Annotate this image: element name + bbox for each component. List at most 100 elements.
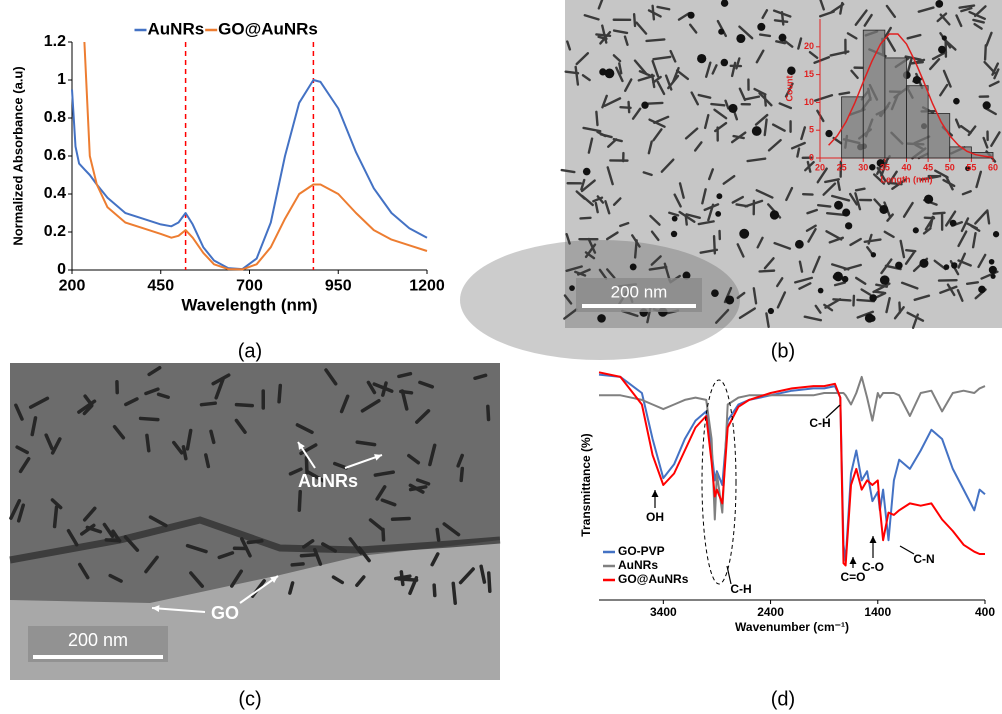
- nanorod: [939, 83, 949, 97]
- nanoparticle: [817, 287, 824, 294]
- nanorod: [633, 239, 638, 259]
- y-tick-label: 10: [804, 97, 814, 107]
- nanorod: [765, 312, 770, 329]
- nanorod: [582, 126, 602, 133]
- nanorod: [612, 29, 629, 35]
- nanoparticle: [869, 163, 876, 171]
- nanorod: [942, 178, 956, 188]
- nanorod: [863, 13, 873, 27]
- nanoparticle: [569, 285, 575, 291]
- nanorod: [595, 33, 612, 37]
- nanorod: [172, 440, 184, 455]
- nanoparticle: [597, 314, 606, 323]
- nanorod: [794, 276, 814, 284]
- nanorod: [648, 118, 666, 128]
- nanorod: [339, 394, 350, 414]
- nanorod: [778, 102, 793, 110]
- nanoparticle: [718, 28, 725, 35]
- nanorod: [145, 433, 151, 453]
- panel-label: (d): [771, 688, 795, 710]
- nanorod: [669, 49, 677, 63]
- nanorod: [442, 522, 461, 537]
- nanorod: [872, 173, 886, 185]
- nanorod: [863, 238, 882, 243]
- nanorod: [575, 52, 590, 66]
- nanorod: [722, 174, 736, 185]
- nanorod: [959, 124, 972, 135]
- nanorod: [798, 282, 812, 290]
- nanorod: [707, 203, 715, 222]
- data-line: [599, 375, 986, 521]
- nanoparticle: [965, 165, 971, 172]
- histogram-bar: [862, 29, 886, 159]
- nanorod: [147, 365, 162, 377]
- annotation: C-O: [862, 560, 884, 574]
- nanorod: [418, 380, 435, 389]
- nanorod: [580, 178, 586, 191]
- nanorod: [705, 61, 712, 78]
- nanorod: [848, 192, 858, 206]
- nanorod: [902, 201, 914, 218]
- nanorod: [652, 128, 663, 142]
- nanorod: [934, 169, 949, 179]
- nanoparticle: [951, 262, 958, 269]
- nanorod: [428, 443, 437, 467]
- nanoparticle: [949, 219, 957, 227]
- nanoparticle: [879, 204, 889, 214]
- nanorod: [813, 94, 834, 102]
- nanorod: [803, 315, 823, 322]
- nanorod: [604, 200, 611, 215]
- nanorod: [755, 49, 765, 64]
- x-tick-label: 55: [966, 162, 976, 172]
- nanorod: [805, 224, 817, 232]
- nanorod: [333, 461, 349, 470]
- nanorod: [731, 195, 745, 204]
- nanorod: [584, 251, 596, 260]
- nanorod: [816, 167, 828, 184]
- line-chart: 200 450 700 950 1200 0 0.2 0.4 0.6 0.8 1 1.2 Wavelen…: [11, 19, 445, 314]
- nanorod: [780, 10, 785, 26]
- nanorod: [854, 9, 868, 26]
- nanorod: [714, 121, 728, 133]
- nanoparticle: [992, 231, 1000, 238]
- nanorod: [108, 573, 123, 583]
- nanorod: [647, 140, 653, 155]
- nanorod: [798, 260, 804, 273]
- nanorod: [565, 232, 571, 245]
- nanorod: [885, 4, 897, 18]
- nanorod: [929, 58, 941, 71]
- nanorod: [124, 397, 139, 407]
- nanorod: [486, 404, 491, 422]
- nanorod: [675, 69, 690, 81]
- nanoparticle: [736, 33, 746, 44]
- nanoparticle: [728, 103, 738, 113]
- annotation: C-H: [809, 416, 830, 430]
- x-tick-label: 25: [837, 162, 847, 172]
- nanorod: [408, 576, 419, 596]
- nanorod: [390, 516, 411, 521]
- nanorod: [885, 296, 891, 314]
- y-tick-label: 5: [809, 125, 814, 135]
- histogram-bar: [884, 57, 907, 159]
- nanorod: [603, 97, 622, 107]
- nanorod: [854, 276, 867, 285]
- nanorod: [736, 243, 745, 258]
- nanoparticle: [599, 68, 607, 76]
- nanorod: [860, 288, 872, 296]
- nanoparticle: [769, 210, 780, 220]
- image-background: [565, 0, 1002, 328]
- y-tick-label: 0.4: [44, 185, 66, 202]
- nanorod: [893, 306, 905, 320]
- nanorod: [583, 14, 600, 21]
- nanorod: [932, 211, 946, 215]
- nanorod: [945, 210, 957, 227]
- nanorod: [811, 255, 821, 274]
- annotation: OH: [646, 510, 664, 524]
- nanoparticle: [923, 194, 934, 204]
- annotation: C=O: [840, 570, 865, 584]
- nanoparticle: [832, 273, 839, 280]
- nanorod: [77, 399, 97, 414]
- nanorod: [773, 19, 789, 24]
- nanorod: [240, 537, 252, 558]
